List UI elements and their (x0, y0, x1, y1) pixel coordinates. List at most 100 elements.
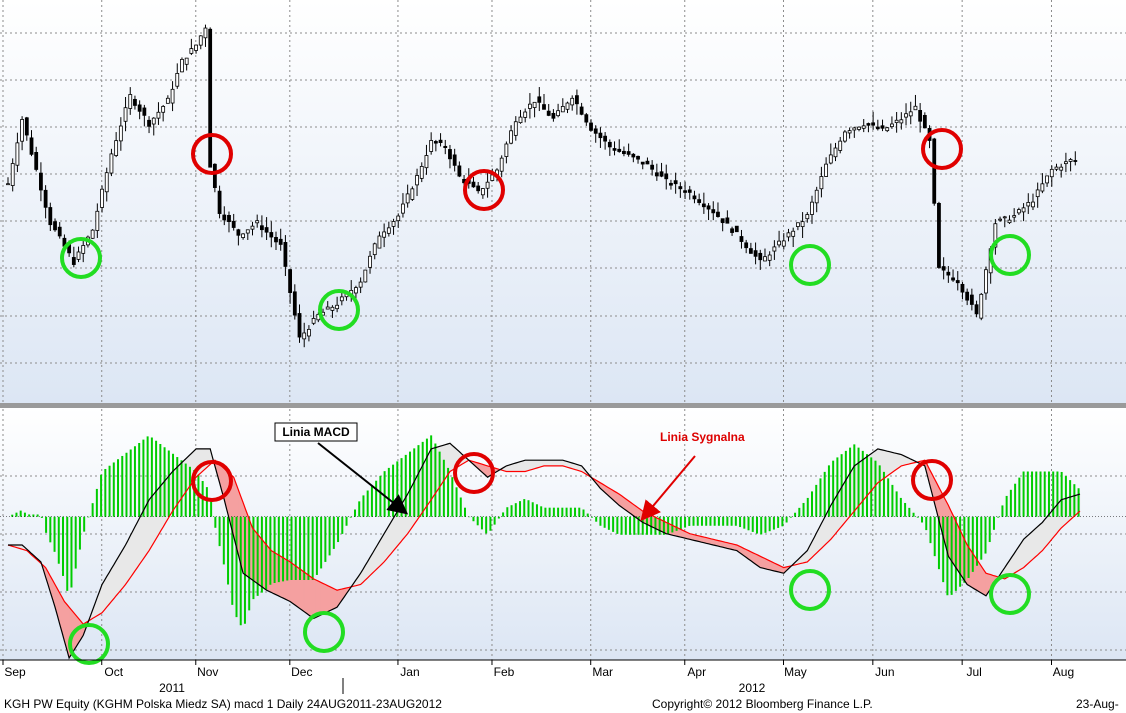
candle-body (499, 157, 504, 172)
candle-body (631, 153, 636, 158)
x-tick-label: Jun (875, 665, 894, 679)
signal-label: Linia Sygnalna (660, 430, 745, 444)
candle-body (565, 102, 570, 110)
candle-body (603, 135, 608, 142)
candle-body (527, 103, 532, 109)
candle-body (175, 73, 180, 87)
macd-fill-seg (1039, 521, 1043, 554)
x-tick-label: Mar (592, 665, 613, 679)
candle-body (203, 27, 208, 39)
buy-signal-circle (789, 569, 831, 611)
macd-fill-seg (1035, 526, 1038, 558)
macd-fill-seg (327, 585, 331, 613)
candle-body (937, 202, 941, 268)
candle-body (1021, 207, 1026, 213)
macd-fill-seg (896, 453, 900, 470)
candle-body (650, 164, 655, 170)
candle-body (979, 293, 984, 319)
candle-body (165, 97, 170, 104)
candle-body (1026, 202, 1031, 207)
macd-fill-seg (969, 547, 973, 588)
candle-body (269, 232, 274, 238)
candle-body (908, 111, 913, 117)
candle-body (452, 154, 457, 166)
macd-fill-seg (106, 571, 110, 608)
macd-fill-seg (760, 555, 763, 569)
candle-body (932, 138, 937, 204)
macd-fill-seg (1018, 542, 1022, 571)
candle-body (969, 294, 974, 305)
candle-body (739, 236, 744, 242)
candle-body (90, 229, 95, 239)
x-tick-label: Jan (400, 665, 419, 679)
footer-right: 23-Aug- (1076, 697, 1119, 711)
x-tick-label: Dec (291, 665, 312, 679)
candle-body (471, 181, 476, 188)
candle-body (236, 229, 241, 236)
candle-body (382, 231, 387, 238)
candle-body (433, 141, 438, 144)
macd-fill-seg (308, 575, 312, 618)
macd-fill-seg (202, 448, 206, 472)
candle-body (6, 183, 10, 186)
candle-body (664, 173, 669, 180)
candle-body (687, 189, 692, 193)
macd-fill-seg (393, 512, 397, 552)
candle-body (339, 296, 344, 302)
candle-body (307, 328, 311, 337)
candle-body (532, 101, 537, 108)
candle-body (363, 269, 368, 283)
macd-fill-seg (132, 526, 136, 576)
candle-body (899, 119, 904, 124)
macd-fill-seg (144, 504, 147, 559)
candle-body (283, 242, 288, 267)
candle-body (1054, 166, 1059, 170)
macd-fill-seg (419, 466, 423, 518)
candle-body (993, 223, 998, 248)
candle-body (24, 117, 29, 136)
macd-fill-seg (886, 450, 890, 477)
macd-fill-seg (108, 567, 112, 606)
sell-signal-circle (463, 169, 505, 211)
candle-body (711, 209, 716, 214)
macd-fill-seg (1025, 534, 1029, 567)
candle-body (372, 243, 377, 256)
price-candles (6, 24, 1078, 348)
candle-body (523, 111, 528, 118)
candle-body (39, 172, 43, 191)
macd-fill-seg (388, 520, 392, 557)
candle-body (636, 155, 640, 160)
candle-body (147, 119, 151, 127)
candle-body (415, 175, 419, 186)
candle-body (922, 114, 927, 129)
candle-body (894, 119, 899, 124)
candle-body (57, 226, 62, 237)
candle-body (767, 254, 772, 261)
candle-body (405, 193, 410, 204)
candle-body (1059, 166, 1064, 171)
candle-body (194, 44, 198, 51)
macd-fill-seg (520, 460, 524, 472)
candle-body (1073, 160, 1078, 162)
candle-body (335, 304, 340, 310)
macd-fill-seg (546, 459, 549, 467)
candle-body (720, 218, 725, 224)
candle-body (875, 126, 880, 130)
macd-fill-seg (1023, 536, 1027, 569)
macd-fill-seg (397, 505, 401, 546)
candle-body (180, 58, 184, 73)
buy-signal-circle (303, 611, 345, 653)
candle-body (584, 114, 589, 123)
candle-body (1040, 183, 1045, 192)
candle-body (391, 221, 396, 227)
macd-fill-seg (318, 580, 321, 617)
candle-body (1068, 159, 1073, 162)
macd-fill-seg (651, 515, 655, 529)
macd-fill-seg (198, 448, 202, 476)
candle-body (725, 217, 730, 224)
candle-body (781, 240, 786, 247)
macd-fill-seg (863, 456, 867, 501)
candle-body (795, 222, 800, 227)
candle-body (222, 214, 227, 221)
